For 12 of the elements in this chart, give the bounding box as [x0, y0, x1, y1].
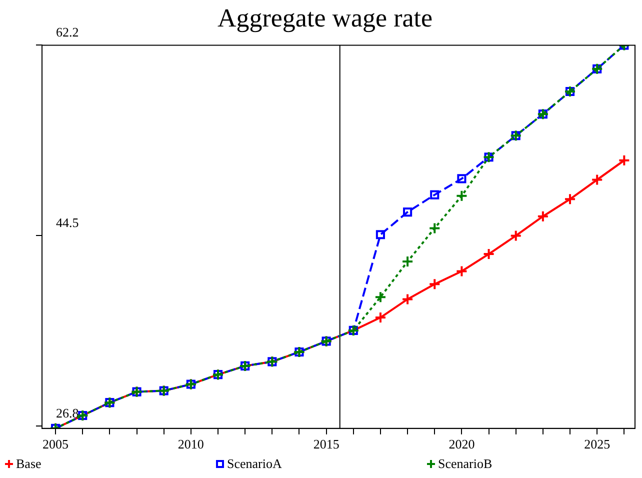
y-tick-label: 44.5 — [56, 215, 79, 230]
x-tick-label: 2015 — [313, 436, 340, 452]
y-tick-label: 62.2 — [56, 24, 79, 40]
x-tick-label: 2005 — [42, 436, 69, 452]
legend-label: Base — [16, 456, 42, 472]
y-tick-label: 26.8 — [56, 406, 79, 421]
x-tick-label: 2020 — [448, 436, 475, 452]
legend-label: ScenarioB — [438, 456, 492, 472]
legend-label: ScenarioA — [227, 456, 282, 472]
chart-title: Aggregate wage rate — [217, 3, 433, 32]
x-tick-label: 2010 — [178, 436, 204, 452]
x-tick-label: 2025 — [584, 436, 610, 452]
